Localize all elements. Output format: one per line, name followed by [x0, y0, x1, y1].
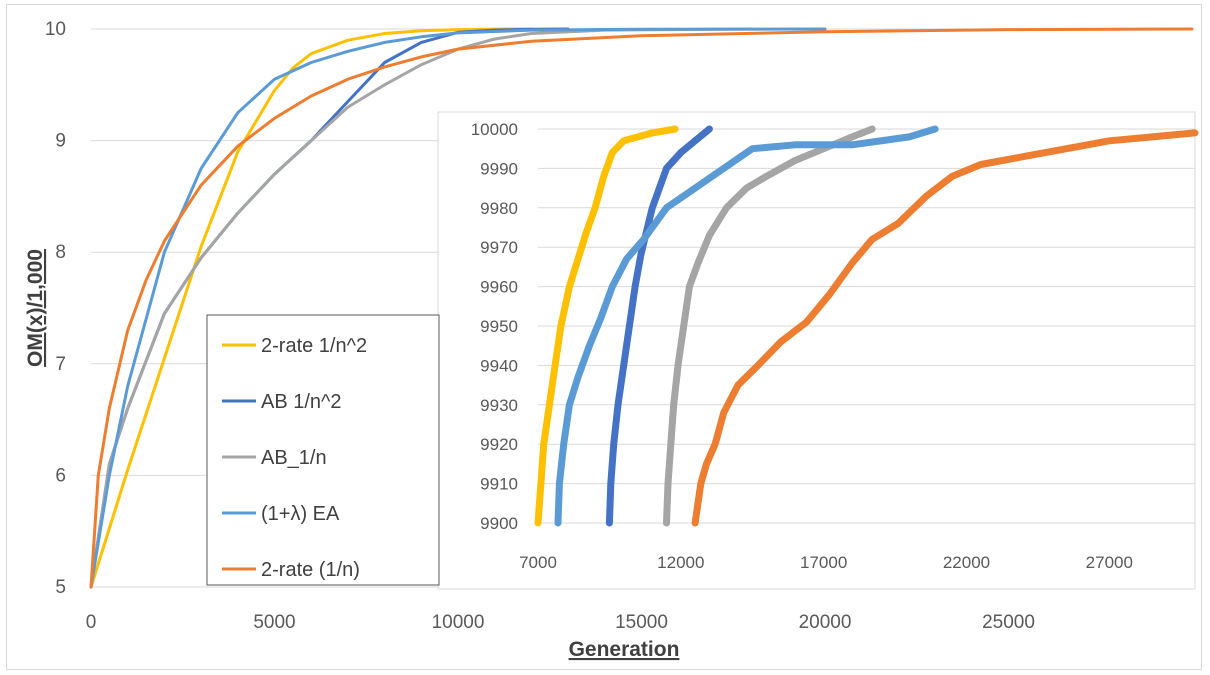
- y-tick-label: 9910: [480, 475, 518, 494]
- y-tick-label: 9900: [480, 514, 518, 533]
- y-tick-label: 6: [55, 465, 66, 486]
- chart-frame: [6, 4, 1202, 670]
- x-tick-label: 22000: [943, 553, 990, 572]
- series-line-1-ea: [89, 27, 827, 589]
- series-line-3: [663, 125, 876, 527]
- x-tick-label: 0: [86, 612, 97, 633]
- x-tick-label: 10000: [432, 612, 485, 633]
- y-tick-label: 5: [55, 577, 66, 598]
- x-tick-label: 12000: [657, 553, 704, 572]
- x-tick-label: 7000: [519, 553, 557, 572]
- series-line-4: [554, 125, 939, 527]
- y-tick-label: 7: [55, 354, 66, 375]
- legend-label-ab-1-n-2: AB 1/n^2: [261, 391, 342, 413]
- series-line-2-rate-1-n: [89, 27, 1194, 589]
- legend: 2-rate 1/n^2 AB 1/n^2 AB_1/n (1+λ) EA 2-rate…: [222, 335, 367, 581]
- series-line-1: [534, 125, 679, 527]
- x-tick-label: 15000: [615, 612, 668, 633]
- x-axis-title: Generation: [569, 638, 680, 661]
- inset-chart-background: [437, 111, 1196, 590]
- main-tick-labels: 5 6 7 8 9 10 0 5000 10000 15000 20000 25000: [45, 19, 1035, 633]
- legend-label-2-rate-1-n: 2-rate (1/n): [261, 559, 360, 581]
- y-tick-label: 10000: [471, 120, 518, 139]
- y-tick-label: 9970: [480, 238, 518, 257]
- y-tick-label: 9950: [480, 317, 518, 336]
- series-line-5: [691, 129, 1199, 527]
- y-axis-title: OM(x)/1,000: [24, 249, 47, 367]
- inset-tick-labels: 9900 9910 9920 9930 9940 9950 9960 9970 9980 9990…: [471, 120, 1133, 572]
- y-tick-label: 9930: [480, 396, 518, 415]
- y-tick-label: 9920: [480, 435, 518, 454]
- x-tick-label: 5000: [253, 612, 295, 633]
- x-tick-label: 25000: [982, 612, 1035, 633]
- y-tick-label: 9940: [480, 356, 518, 375]
- y-tick-label: 9990: [480, 159, 518, 178]
- inset-series: [534, 125, 1199, 527]
- legend-label-2-rate-1-n-2: 2-rate 1/n^2: [261, 335, 367, 357]
- y-tick-label: 9980: [480, 199, 518, 218]
- legend-label-1-ea: (1+λ) EA: [261, 503, 340, 525]
- legend-label-ab-1-n: AB_1/n: [261, 447, 327, 469]
- series-line-2: [605, 125, 713, 527]
- y-tick-label: 9960: [480, 278, 518, 297]
- series-line-ab-1-n: [89, 27, 754, 589]
- y-tick-label: 10: [45, 19, 66, 40]
- y-tick-label: 8: [55, 242, 66, 263]
- legend-box: [206, 314, 440, 586]
- x-tick-label: 27000: [1086, 553, 1133, 572]
- x-tick-label: 17000: [800, 553, 847, 572]
- y-tick-label: 9: [55, 131, 66, 152]
- series-line-2-rate-1-n-2: [89, 27, 533, 589]
- x-tick-label: 20000: [799, 612, 852, 633]
- main-series: [89, 27, 1194, 589]
